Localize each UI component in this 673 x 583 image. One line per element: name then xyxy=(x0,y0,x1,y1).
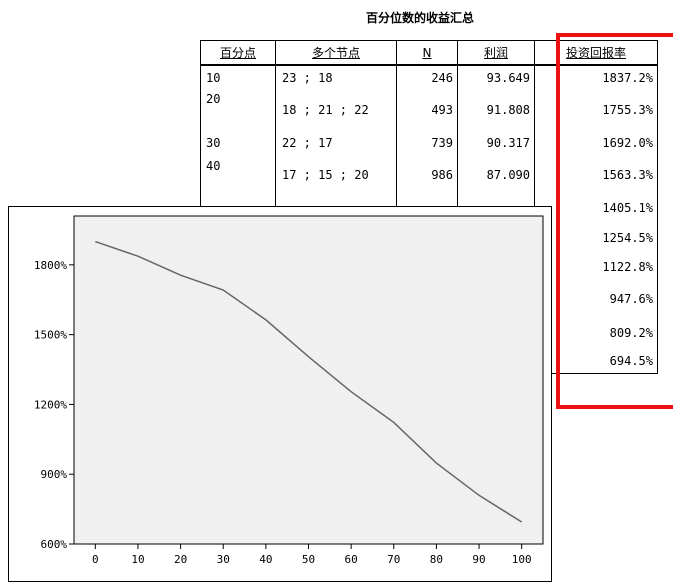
profit-cell: 93.649 xyxy=(457,65,535,90)
x-tick-label: 60 xyxy=(345,553,358,566)
percentile-cell: 40 xyxy=(200,157,276,193)
x-tick-label: 90 xyxy=(472,553,485,566)
table-row: 10 23 ; 18 246 93.649 1837.2% xyxy=(200,65,658,90)
roi-cell: 1405.1% xyxy=(534,193,658,223)
roi-cell: 1692.0% xyxy=(534,129,658,157)
n-cell: 246 xyxy=(396,65,458,90)
header-n: N xyxy=(396,40,458,66)
roi-cell: 1755.3% xyxy=(534,90,658,129)
header-percentile: 百分点 xyxy=(200,40,276,66)
y-tick-label: 1200% xyxy=(34,398,67,411)
nodes-cell: 23 ; 18 xyxy=(275,65,397,90)
table-row: 20 18 ; 21 ; 22 493 91.808 1755.3% xyxy=(200,90,658,129)
roi-cell: 1837.2% xyxy=(534,65,658,90)
roi-cell: 1254.5% xyxy=(534,223,658,253)
x-tick-label: 30 xyxy=(217,553,230,566)
n-cell: 493 xyxy=(396,90,458,129)
x-tick-label: 10 xyxy=(131,553,144,566)
n-cell: 986 xyxy=(396,157,458,193)
header-profit: 利润 xyxy=(457,40,535,66)
table-row: 30 22 ; 17 739 90.317 1692.0% xyxy=(200,129,658,157)
x-tick-label: 50 xyxy=(302,553,315,566)
profit-cell: 90.317 xyxy=(457,129,535,157)
header-roi: 投资回报率 xyxy=(534,40,658,66)
y-axis: 600% 900% 1200% 1500% 1800% xyxy=(34,259,74,551)
table-title: 百分位数的收益汇总 xyxy=(365,11,474,25)
roi-series-line xyxy=(95,240,523,523)
x-tick-label: 0 xyxy=(92,553,99,566)
percentile-cell: 20 xyxy=(200,90,276,129)
header-nodes: 多个节点 xyxy=(275,40,397,66)
x-tick-label: 70 xyxy=(387,553,400,566)
nodes-cell: 22 ; 17 xyxy=(275,129,397,157)
table-header-row: 百分点 多个节点 N 利润 投资回报率 xyxy=(200,40,658,66)
x-tick-label: 100 xyxy=(512,553,532,566)
roi-cell: 1563.3% xyxy=(534,157,658,193)
nodes-cell: 17 ; 15 ; 20 xyxy=(275,157,397,193)
x-tick-label: 20 xyxy=(174,553,187,566)
x-tick-label: 40 xyxy=(259,553,272,566)
profit-cell: 87.090 xyxy=(457,157,535,193)
n-cell: 739 xyxy=(396,129,458,157)
chart-canvas: 600% 900% 1200% 1500% 1800% 0 10 20 30 40 50 60 70 8… xyxy=(34,215,544,566)
nodes-cell: 18 ; 21 ; 22 xyxy=(275,90,397,129)
y-tick-label: 600% xyxy=(41,538,68,551)
y-tick-label: 900% xyxy=(41,468,68,481)
table-row: 40 17 ; 15 ; 20 986 87.090 1563.3% xyxy=(200,157,658,193)
roi-cell: 694.5% xyxy=(534,349,658,374)
roi-cell: 809.2% xyxy=(534,317,658,349)
roi-cell: 1122.8% xyxy=(534,253,658,281)
percentile-cell: 10 xyxy=(200,65,276,90)
x-axis: 0 10 20 30 40 50 60 70 80 90 100 xyxy=(92,544,532,566)
profit-cell: 91.808 xyxy=(457,90,535,129)
y-tick-label: 1500% xyxy=(34,329,67,342)
x-tick-label: 80 xyxy=(430,553,443,566)
roi-cell: 947.6% xyxy=(534,281,658,317)
plot-area xyxy=(73,215,544,545)
y-tick-label: 1800% xyxy=(34,259,67,272)
roi-line-chart: 600% 900% 1200% 1500% 1800% 0 10 20 30 40 50 60 70 8… xyxy=(8,206,552,582)
percentile-cell: 30 xyxy=(200,129,276,157)
